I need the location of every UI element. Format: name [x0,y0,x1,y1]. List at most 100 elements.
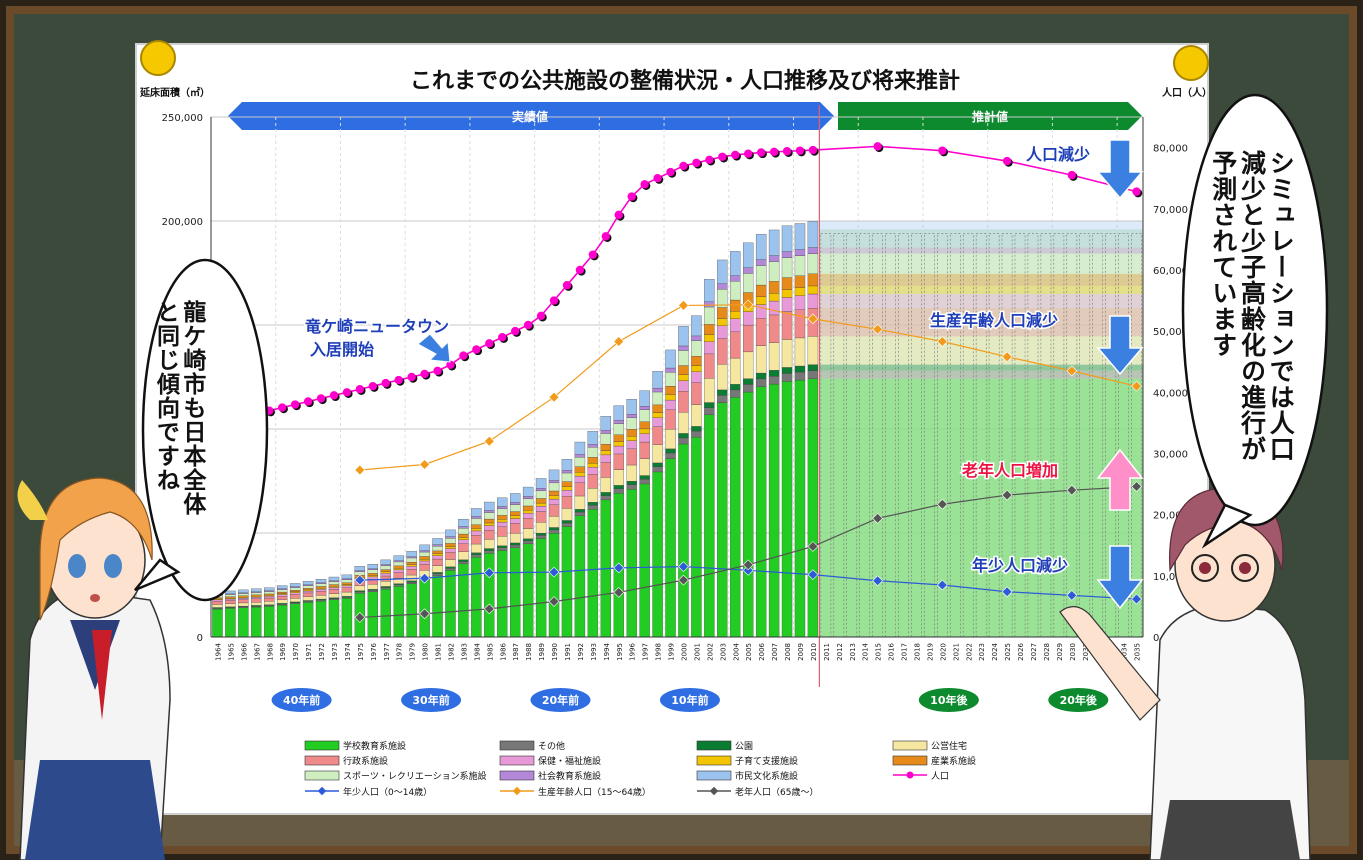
data-point [548,566,560,578]
data-point [562,281,572,290]
bar-1996 [626,399,637,638]
bar-segment [445,566,456,569]
series-2 [354,299,1142,476]
bar-segment [665,448,676,454]
legend-swatch [499,740,535,751]
bar-segment [665,458,676,638]
bar-segment [522,528,534,539]
bar-segment [561,496,573,509]
data-point [795,146,805,155]
x-tick-label: 2031 [1082,643,1090,661]
forecast-bar [962,233,974,638]
x-tick-label: 2001 [693,643,701,661]
bar-segment [691,371,702,383]
bar-segment [419,563,430,571]
bar-2007 [768,229,780,638]
bar-segment [691,404,702,427]
bar-segment [354,571,366,576]
bar-segment [393,568,404,570]
legend-item: 市民文化系施設 [696,770,798,782]
bar-segment [432,575,443,638]
bar-segment [484,539,495,549]
data-point [613,336,625,347]
bar-segment [264,593,275,596]
bar-segment [251,592,262,596]
bar-segment [665,386,676,395]
forecast-bar [833,233,845,638]
bar-segment [238,589,249,593]
legend-marker [317,786,327,796]
bar-segment [781,251,793,258]
data-point [613,562,625,574]
arrow-elder-up-icon [1096,448,1144,511]
bar-segment [471,535,482,545]
bar-segment [613,423,624,435]
bar-segment [587,457,599,464]
x-tick-label: 2004 [732,642,740,660]
bar-segment [755,378,767,387]
legend-item: 公営住宅 [892,740,967,752]
x-tick-label: 2023 [978,643,986,661]
bar-segment [289,590,301,592]
bar-segment [484,550,495,554]
x-tick-label: 1985 [486,643,494,661]
data-point [354,464,366,476]
bar-segment [354,591,366,594]
bar-segment [419,559,430,562]
data-point [394,375,403,385]
bar-segment [717,402,728,638]
bar-segment [717,307,728,319]
forecast-area [819,229,1143,637]
bar-segment [794,249,806,256]
bar-segment [691,365,702,372]
bar-segment [458,528,469,535]
bar-segment [561,508,573,521]
bar-segment [704,301,715,308]
legend-swatch [499,755,535,766]
bar-segment [328,599,340,638]
bar-segment [717,318,728,326]
bar-segment [406,581,417,584]
bar-segment [665,372,676,387]
bar-segment [704,402,715,408]
data-point [368,381,378,391]
bar-segment [768,342,780,371]
bar-segment [639,421,650,430]
x-tick-label: 2025 [1004,643,1012,661]
bar-segment [613,485,624,489]
bar-segment [755,284,767,297]
bar-segment [458,551,469,560]
bar-segment [704,353,715,379]
bar-segment [354,566,366,571]
bar-segment [471,554,482,558]
forecast-bar [846,233,858,638]
data-point [419,608,430,620]
legend-label: 市民文化系施設 [735,770,798,782]
bar-segment [276,599,288,604]
y-left-tick: 0 [197,633,203,644]
bar-segment [406,557,417,563]
bar-segment [755,318,767,346]
bar-segment [522,496,534,499]
legend-label: 公園 [735,741,753,752]
bar-segment [302,596,314,601]
x-tick-label: 1965 [227,643,235,661]
pin-left [140,40,176,76]
bar-segment [807,364,819,371]
bar-segment [781,257,793,278]
bar-segment [367,564,379,569]
era-labels: 40年前 30年前 20年前 10年前 10年後 20年後 [271,688,1109,712]
bar-2009 [794,223,806,638]
era-pill [530,688,591,712]
forecast-bar [1053,233,1065,638]
bar-1990 [548,469,560,638]
x-tick-label: 1983 [460,643,468,661]
bar-segment [781,367,793,374]
bar-segment [626,414,637,418]
bar-segment [432,553,443,556]
forecast-bar [911,233,922,638]
bar-segment [652,471,663,638]
bar-segment [781,339,793,368]
bar-segment [639,475,650,480]
bar-segment [445,529,456,537]
